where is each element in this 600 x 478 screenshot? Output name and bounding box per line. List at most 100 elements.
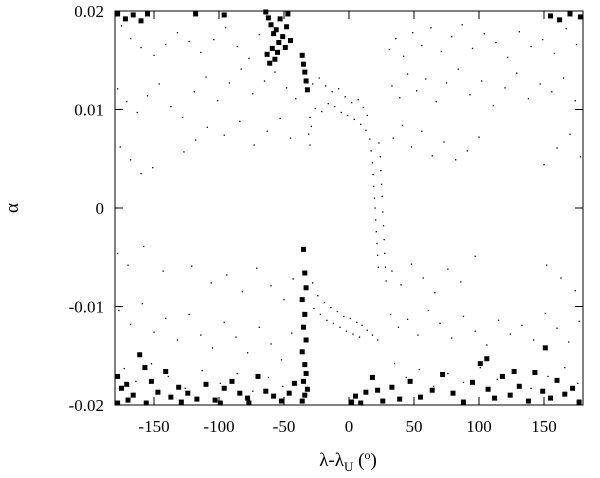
- data-point-dot: [143, 245, 145, 248]
- data-point-dot: [460, 281, 462, 283]
- data-point-square: [299, 398, 305, 404]
- data-point-square: [137, 352, 143, 358]
- x-axis-label-unit-close: ): [370, 450, 376, 471]
- data-point-dot: [575, 43, 578, 46]
- data-point-dot: [258, 326, 260, 328]
- data-point-square: [429, 387, 435, 393]
- data-point-dot: [421, 44, 423, 47]
- data-point-square: [299, 349, 305, 355]
- data-point-dot: [340, 111, 342, 114]
- data-point-dot: [347, 114, 349, 117]
- data-point-dot: [377, 266, 379, 268]
- data-point-dot: [309, 144, 311, 146]
- data-point-square: [303, 285, 309, 291]
- data-point-dot: [353, 118, 355, 121]
- data-point-square: [485, 386, 491, 392]
- data-point-dot: [263, 80, 266, 82]
- data-point-square: [418, 394, 423, 400]
- data-point-dot: [560, 277, 562, 279]
- data-point-dot: [410, 263, 413, 265]
- data-point-dot: [462, 315, 465, 318]
- data-point-dot: [383, 238, 385, 241]
- data-point-square: [299, 297, 305, 303]
- data-point-dot: [539, 83, 541, 85]
- data-point-square: [125, 397, 131, 403]
- data-point-dot: [577, 382, 579, 385]
- data-point-dot: [406, 318, 409, 321]
- data-point-dot: [466, 150, 468, 152]
- data-point-dot: [241, 291, 244, 293]
- data-point-square: [358, 400, 364, 406]
- data-point-dot: [193, 91, 195, 93]
- data-point-dot: [349, 317, 351, 320]
- data-point-dot: [530, 387, 532, 389]
- data-point-square: [301, 324, 306, 330]
- data-point-dot: [483, 33, 485, 35]
- data-point-dot: [253, 144, 255, 146]
- data-point-dot: [352, 333, 354, 335]
- data-point-dot: [167, 375, 169, 378]
- data-point-dot: [579, 156, 582, 158]
- data-point-dot: [291, 332, 293, 334]
- data-point-dot: [375, 219, 377, 221]
- data-point-dot: [120, 25, 123, 27]
- data-point-dot: [435, 101, 437, 103]
- data-point-square: [562, 391, 568, 397]
- data-point-dot: [201, 369, 203, 372]
- data-point-dot: [332, 322, 335, 324]
- data-point-dot: [431, 155, 433, 157]
- data-point-dot: [351, 102, 353, 104]
- data-point-square: [548, 13, 553, 19]
- data-point-square: [301, 61, 306, 67]
- data-point-dot: [140, 46, 142, 49]
- data-point-dot: [392, 137, 394, 139]
- data-point-dot: [205, 76, 207, 78]
- data-point-square: [142, 365, 148, 371]
- data-point-square: [540, 388, 546, 394]
- data-point-dot: [182, 116, 184, 119]
- data-point-square: [302, 69, 308, 75]
- data-point-dot: [373, 185, 375, 188]
- data-point-square: [163, 369, 169, 375]
- data-point-dot: [200, 51, 202, 54]
- data-point-dot: [308, 133, 310, 135]
- x-tick-label: 150: [531, 417, 557, 436]
- data-point-square: [557, 17, 563, 23]
- data-point-dot: [432, 385, 435, 387]
- data-point-dot: [130, 37, 132, 40]
- data-point-dot: [266, 130, 268, 132]
- data-point-square: [548, 395, 553, 401]
- data-point-square: [145, 11, 150, 17]
- data-point-dot: [504, 87, 506, 89]
- data-point-square: [353, 393, 358, 399]
- data-point-dot: [140, 172, 142, 175]
- data-point-dot: [325, 85, 327, 87]
- data-point-dot: [507, 56, 509, 58]
- data-point-dot: [451, 36, 453, 38]
- y-axis-label: α: [2, 203, 23, 213]
- data-point-dot: [309, 116, 311, 119]
- data-point-dot: [427, 309, 429, 312]
- data-point-dot: [338, 88, 340, 90]
- data-point-dot: [422, 277, 424, 279]
- data-point-square: [492, 395, 498, 401]
- data-point-square: [567, 11, 573, 17]
- data-point-square: [115, 400, 121, 406]
- data-point-dot: [416, 90, 418, 92]
- data-point-dot: [410, 146, 413, 148]
- data-point-square: [276, 40, 282, 46]
- data-point-dot: [146, 95, 149, 97]
- data-point-square: [440, 371, 446, 377]
- data-point-dot: [384, 252, 386, 255]
- data-point-dot: [217, 100, 219, 102]
- data-point-dot: [393, 363, 396, 365]
- data-point-dot: [379, 156, 381, 158]
- data-point-square: [271, 31, 277, 37]
- data-point-dot: [183, 151, 185, 153]
- data-point-square: [273, 27, 279, 33]
- data-point-square: [511, 369, 517, 375]
- data-point-dot: [256, 267, 258, 269]
- data-point-dot: [382, 211, 384, 213]
- data-point-dot: [239, 120, 241, 123]
- data-point-dot: [141, 302, 143, 305]
